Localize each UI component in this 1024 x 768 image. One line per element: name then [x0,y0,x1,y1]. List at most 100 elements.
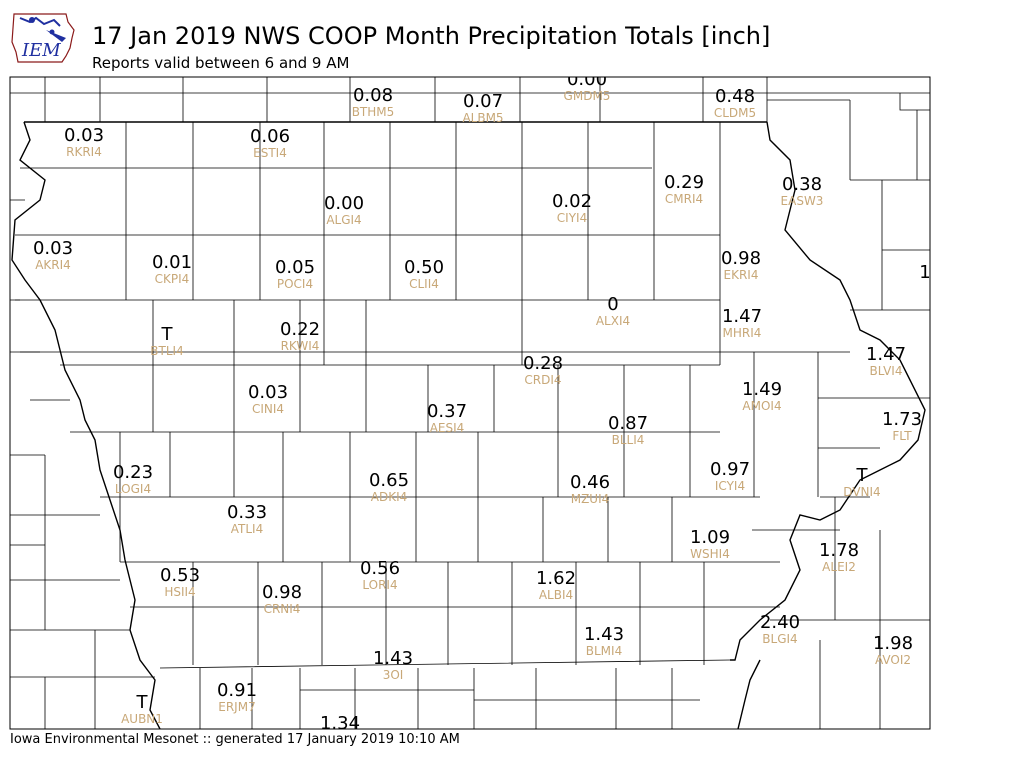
station-value: 0.37 [427,401,467,422]
station-label: 1.34 [320,713,360,734]
station-value: 1.47 [866,344,906,365]
map-title: 17 Jan 2019 NWS COOP Month Precipitation… [92,22,771,50]
station-id: BLVI4 [870,364,903,378]
station-id: ESTI4 [253,146,287,160]
station-value: 0.08 [353,85,393,106]
station-id: HSII4 [164,585,195,599]
station-value: 1.34 [320,713,360,734]
station-value: 0.22 [280,319,320,340]
station-id: LORI4 [362,578,397,592]
map-footer: Iowa Environmental Mesonet :: generated … [10,732,460,747]
station-id: ALEI2 [822,560,856,574]
station-value: 0.33 [227,502,267,523]
station-id: RKWI4 [281,339,320,353]
station-id: BLMI4 [586,644,622,658]
station-id: GMDM5 [564,89,611,103]
station-id: CLII4 [409,277,439,291]
station-id: CMRI4 [665,192,703,206]
station-id: ATLI4 [231,522,263,536]
station-value: 0.28 [523,353,563,374]
station-value: 0.91 [217,680,257,701]
station-value: 1 [919,262,930,283]
station-value: 0.65 [369,470,409,491]
county-lines [10,77,930,729]
station-value: 0.98 [721,248,761,269]
station-id: 3OI [383,668,404,682]
station-id: CLDM5 [714,106,756,120]
station-value: 2.40 [760,612,800,633]
station-id: CRNI4 [264,602,301,616]
station-value: 0 [607,294,618,315]
station-value: 1.98 [873,633,913,654]
station-value: 0.23 [113,462,153,483]
station-value: 0.00 [324,193,364,214]
station-value: 0.29 [664,172,704,193]
station-value: 1.73 [882,409,922,430]
station-value: 1.09 [690,527,730,548]
station-value: 0.56 [360,558,400,579]
station-id: WSHI4 [690,547,730,561]
station-id: MHRI4 [723,326,762,340]
station-id: ADKI4 [371,490,408,504]
station-id: ALBM5 [462,111,503,125]
station-id: EKRI4 [724,268,759,282]
station-id: ICYI4 [715,479,745,493]
station-id: CIYI4 [557,211,587,225]
station-id: FLT [892,429,912,443]
station-value: 1.43 [373,648,413,669]
station-value: 0.97 [710,459,750,480]
station-value: 1.47 [722,306,762,327]
station-id: ALGI4 [326,213,361,227]
station-id: AKRI4 [35,258,71,272]
station-value: 0.02 [552,191,592,212]
iem-logo: IEM [11,13,75,63]
map-subtitle: Reports valid between 6 and 9 AM [92,54,350,72]
station-id: BLGI4 [762,632,797,646]
logo-text: IEM [21,40,61,61]
station-id: POCI4 [277,277,313,291]
station-value: 0.53 [160,565,200,586]
station-value: 0.07 [463,91,503,112]
station-value: 0.00 [567,69,607,90]
station-id: ALBI4 [539,588,573,602]
station-value: 0.38 [782,174,822,195]
station-value: T [161,324,174,345]
station-label: 1 [919,262,930,283]
station-value: 0.87 [608,413,648,434]
station-value: 1.62 [536,568,576,589]
station-id: EASW3 [781,194,824,208]
station-id: MZUI4 [571,492,610,506]
station-value: 0.46 [570,472,610,493]
station-id: CRDI4 [524,373,561,387]
